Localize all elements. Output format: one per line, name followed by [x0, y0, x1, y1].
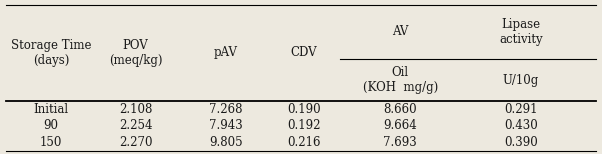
Text: 0.291: 0.291 [504, 103, 538, 116]
Text: U/10g: U/10g [503, 74, 539, 87]
Text: CDV: CDV [291, 46, 317, 59]
Text: 7.693: 7.693 [383, 136, 417, 149]
Text: POV
(meq/kg): POV (meq/kg) [109, 39, 162, 67]
Text: 9.805: 9.805 [209, 136, 243, 149]
Text: 9.664: 9.664 [383, 119, 417, 132]
Text: 0.390: 0.390 [504, 136, 538, 149]
Text: 2.108: 2.108 [119, 103, 152, 116]
Text: Oil
(KOH  mg/g): Oil (KOH mg/g) [362, 66, 438, 94]
Text: 0.216: 0.216 [287, 136, 321, 149]
Text: Initial: Initial [34, 103, 69, 116]
Text: Lipase
activity: Lipase activity [499, 18, 542, 46]
Text: pAV: pAV [214, 46, 238, 59]
Text: 8.660: 8.660 [383, 103, 417, 116]
Text: 7.943: 7.943 [209, 119, 243, 132]
Text: 90: 90 [44, 119, 58, 132]
Text: 0.190: 0.190 [287, 103, 321, 116]
Text: 2.270: 2.270 [119, 136, 152, 149]
Text: AV: AV [392, 25, 409, 38]
Text: 7.268: 7.268 [209, 103, 243, 116]
Text: 2.254: 2.254 [119, 119, 152, 132]
Text: 0.192: 0.192 [287, 119, 321, 132]
Text: Storage Time
(days): Storage Time (days) [11, 39, 92, 67]
Text: 0.430: 0.430 [504, 119, 538, 132]
Text: 150: 150 [40, 136, 63, 149]
